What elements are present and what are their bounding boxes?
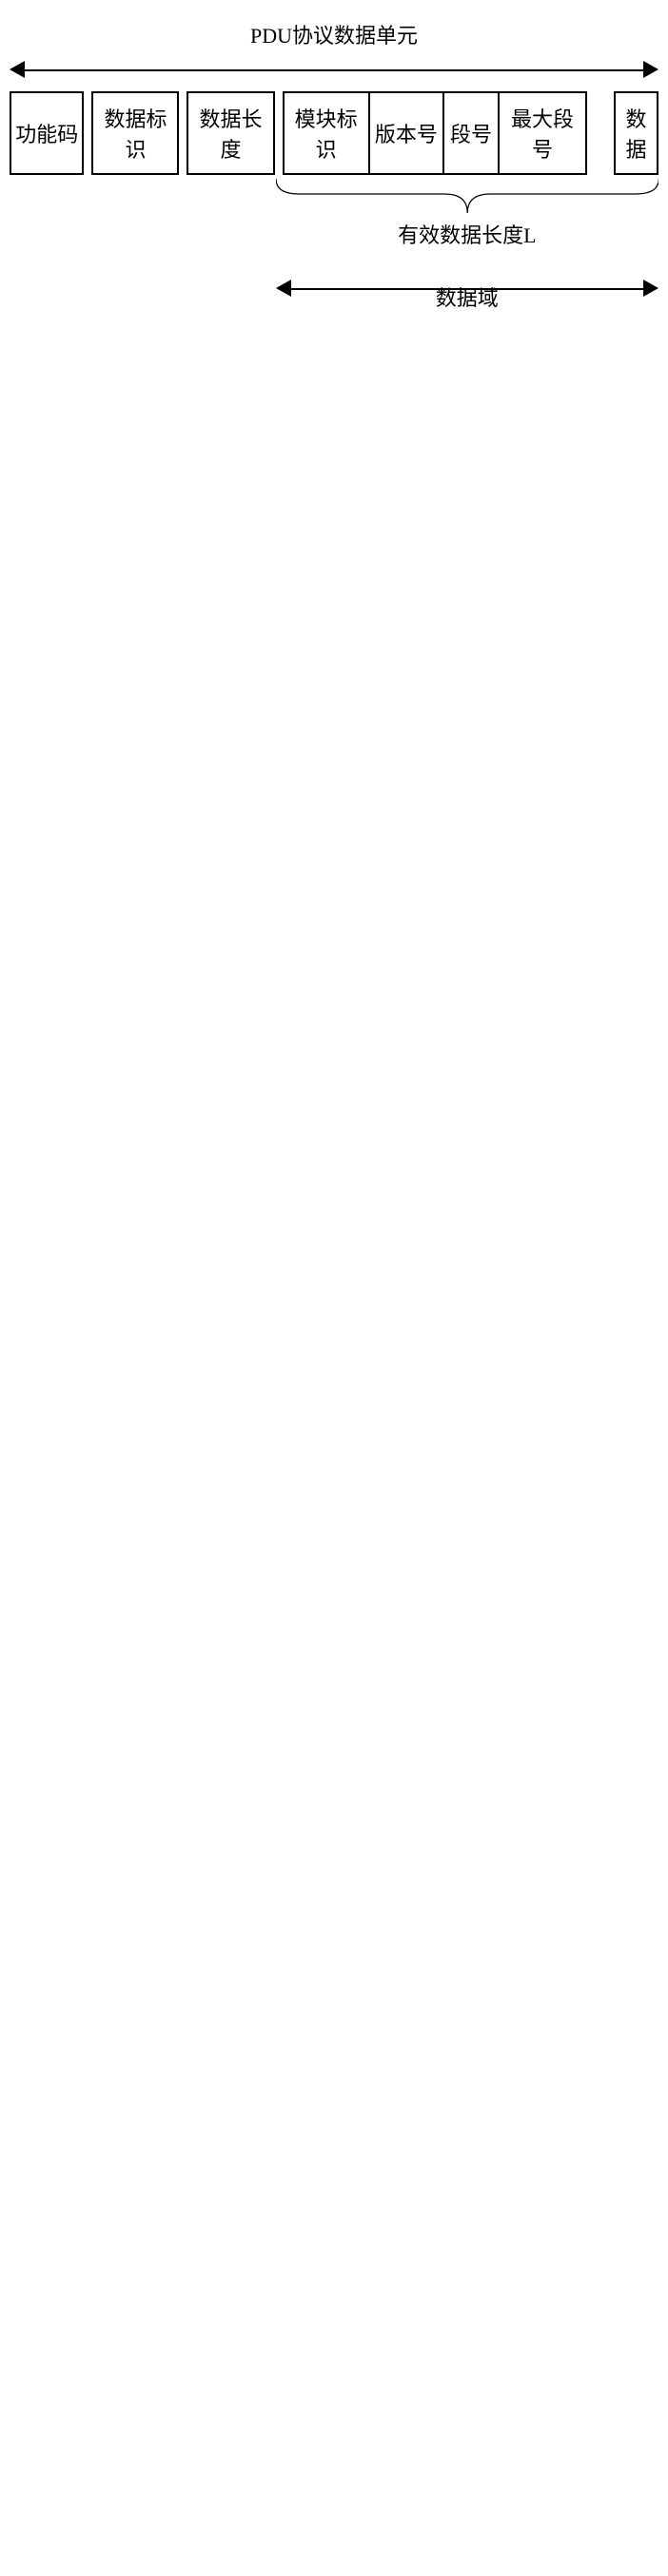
field-module-id: 模块标识 <box>283 91 370 175</box>
field-label: 版本号 <box>375 118 438 148</box>
pdu-span-arrow <box>10 55 658 84</box>
field-label: 数据标识 <box>97 103 173 164</box>
field-max-segment: 最大段号 <box>500 91 587 175</box>
field-data: 数据 <box>614 91 658 175</box>
field-label: 模块标识 <box>288 103 364 164</box>
effective-length-brace: 有效数据长度L <box>10 179 658 245</box>
effective-length-label: 有效数据长度L <box>398 219 536 249</box>
field-function-code: 功能码 <box>10 91 84 175</box>
field-data-length: 数据长度 <box>187 91 274 175</box>
field-segment: 段号 <box>444 91 500 175</box>
field-label: 段号 <box>450 118 492 148</box>
field-label: 数据长度 <box>192 103 268 164</box>
pdu-structure-diagram: PDU协议数据单元 功能码 数据标识 数据长度 模块标识 版本号 段号 最大段号 <box>10 19 658 312</box>
field-label: 数据 <box>619 103 653 164</box>
field-label: 最大段号 <box>503 103 581 164</box>
fields-row: 功能码 数据标识 数据长度 模块标识 版本号 段号 最大段号 数据 <box>10 91 658 175</box>
field-data-id: 数据标识 <box>91 91 179 175</box>
field-version: 版本号 <box>370 91 444 175</box>
pdu-title: PDU协议数据单元 <box>250 24 418 48</box>
data-field-label: 数据域 <box>436 281 499 312</box>
data-field-span-arrow: 数据域 <box>10 264 658 312</box>
field-label: 功能码 <box>15 118 78 148</box>
